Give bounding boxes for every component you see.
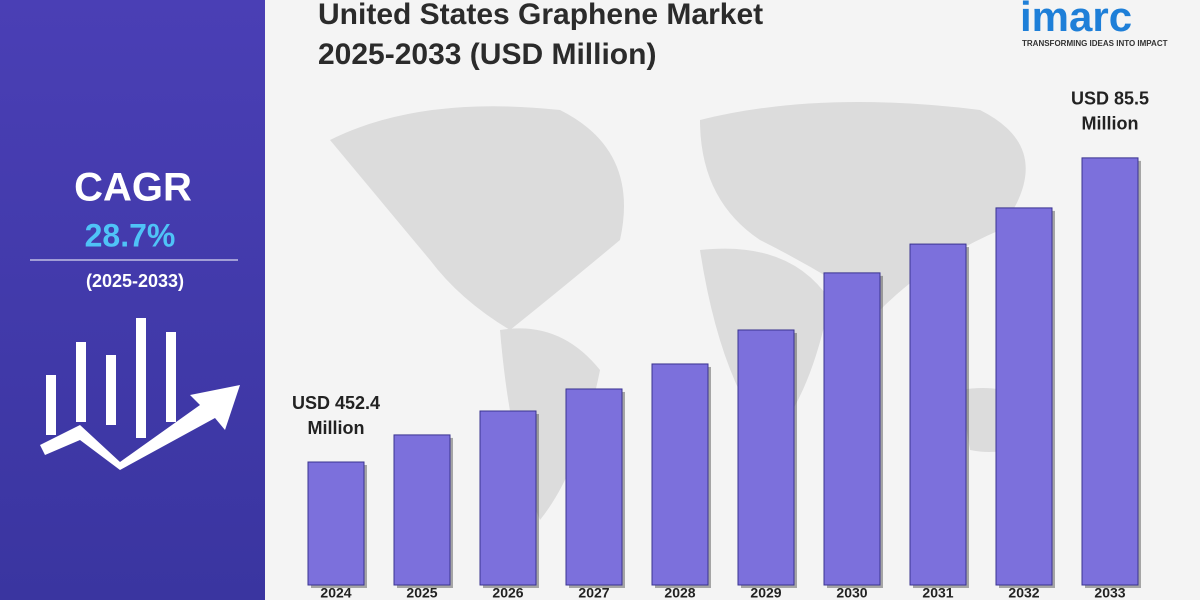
cagr-value: 28.7% [85,217,176,253]
chart-subtitle: 2025-2033 (USD Million) [318,38,656,71]
x-tick-label: 2031 [922,585,953,600]
logo-tagline: TRANSFORMING IDEAS INTO IMPACT [1022,39,1168,48]
bar [651,363,709,586]
x-tick-label: 2028 [664,585,695,600]
sidebar [0,0,265,600]
growth-icon [40,318,240,470]
bar [393,434,451,586]
bar [823,272,881,586]
value-annotation: USD 85.5 [1071,89,1149,109]
cagr-period: (2025-2033) [86,271,184,291]
x-tick-label: 2025 [406,585,437,600]
bar [909,243,967,586]
x-tick-label: 2024 [320,585,351,600]
bar [1081,157,1139,586]
bar [479,410,537,586]
x-tick-label: 2029 [750,585,781,600]
x-tick-label: 2030 [836,585,867,600]
value-annotation: Million [308,418,365,438]
value-annotation: Million [1082,114,1139,134]
x-tick-label: 2033 [1094,585,1125,600]
bar [307,461,365,586]
x-tick-label: 2026 [492,585,523,600]
chart-title: United States Graphene Market [318,0,763,31]
value-annotation: USD 452.4 [292,393,380,413]
cagr-label: CAGR [74,166,192,210]
logo: imarc [1020,0,1132,40]
bar [737,329,795,586]
bar [995,207,1053,586]
x-tick-label: 2027 [578,585,609,600]
x-tick-label: 2032 [1008,585,1039,600]
bar [565,388,623,586]
